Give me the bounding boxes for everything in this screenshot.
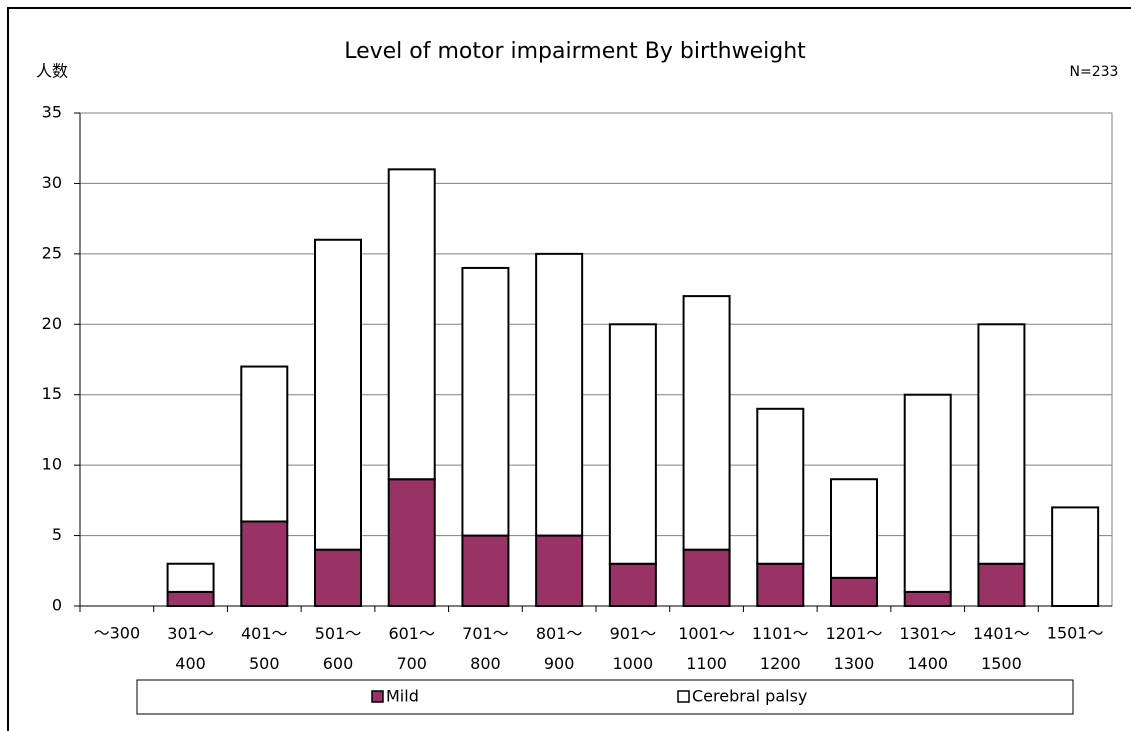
annotation: N=233 xyxy=(1070,64,1119,80)
bar-segment xyxy=(461,266,510,537)
legend-label: Cerebral palsy xyxy=(692,687,807,706)
x-tick-label: 1101～ 1200 xyxy=(752,624,809,673)
x-tick-label: 1501～ xyxy=(1047,624,1104,643)
legend-swatch xyxy=(677,690,690,703)
bar-segment xyxy=(903,393,952,593)
bar-segment xyxy=(166,590,215,608)
x-tick-label: 901～ 1000 xyxy=(610,624,657,673)
legend-swatch xyxy=(371,690,384,703)
bar-segment xyxy=(535,252,584,537)
bar-segment xyxy=(240,365,289,523)
bar-segment xyxy=(608,562,657,607)
bar-segment xyxy=(830,478,878,579)
bar-segment xyxy=(977,562,1026,607)
bar-segment xyxy=(682,548,731,608)
x-tick-label: 1001～ 1100 xyxy=(678,624,735,673)
x-tick-label: 501～ 600 xyxy=(315,624,362,673)
y-tick-label: 35 xyxy=(42,103,62,122)
bar-segment xyxy=(608,323,657,565)
x-tick-label: 401～ 500 xyxy=(241,624,288,673)
bar-segment xyxy=(387,478,436,608)
bar-segment xyxy=(756,562,805,607)
bar-segment xyxy=(314,238,362,551)
legend-label: Mild xyxy=(386,687,419,706)
bar-segment xyxy=(314,548,362,608)
bar-segment xyxy=(1051,506,1100,607)
x-tick-label: 1301～ 1400 xyxy=(899,624,956,673)
x-tick-label: 801～ 900 xyxy=(536,624,583,673)
bar-segment xyxy=(535,534,584,607)
y-tick-label: 5 xyxy=(52,525,62,544)
bar-segment xyxy=(903,590,952,608)
legend xyxy=(136,679,1074,715)
x-tick-label: 701～ 800 xyxy=(462,624,509,673)
bar-segment xyxy=(830,576,878,607)
bar-segment xyxy=(240,520,289,607)
bar-segment xyxy=(682,295,731,551)
plot-area xyxy=(79,112,1113,607)
x-tick-label: 1401～ 1500 xyxy=(973,624,1030,673)
y-tick-label: 30 xyxy=(42,173,62,192)
x-tick-label: ～300 xyxy=(94,624,141,643)
chart-title: Level of motor impairment By birthweight xyxy=(344,39,806,64)
x-tick-label: 601～ 700 xyxy=(388,624,435,673)
bar-segment xyxy=(166,562,215,593)
bar-segment xyxy=(977,323,1026,565)
y-tick-label: 15 xyxy=(42,384,62,403)
y-tick-label: 0 xyxy=(52,596,62,615)
bar-segment xyxy=(461,534,510,607)
bar-segment xyxy=(756,407,805,565)
y-tick-label: 20 xyxy=(42,314,62,333)
y-tick-label: 10 xyxy=(42,455,62,474)
y-axis-label: 人数 xyxy=(36,62,68,81)
bar-segment xyxy=(387,168,436,481)
frame xyxy=(7,7,1131,731)
x-tick-label: 301～ 400 xyxy=(167,624,214,673)
y-tick-label: 25 xyxy=(42,243,62,262)
x-tick-label: 1201～ 1300 xyxy=(826,624,883,673)
